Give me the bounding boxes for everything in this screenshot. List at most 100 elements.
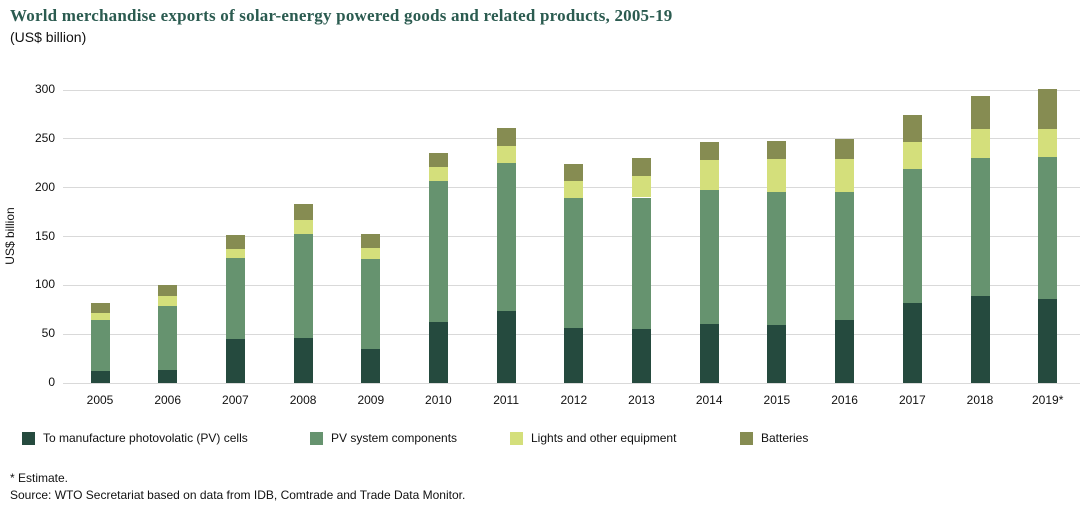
bar-segment (970, 296, 990, 383)
bar-segment (496, 145, 516, 164)
x-tick-label: 2010 (425, 393, 452, 407)
x-tick-label: 2007 (222, 393, 249, 407)
chart-legend: To manufacture photovolatic (PV) cells PV… (0, 431, 1080, 449)
bar-segment (632, 175, 651, 198)
bar-segment (361, 233, 381, 249)
bar-segment (564, 198, 584, 329)
bar-segment (90, 302, 110, 313)
bar-segment (699, 324, 719, 383)
bar-segment (767, 140, 787, 160)
y-tick-label: 200 (34, 179, 55, 194)
bar-segment (90, 371, 110, 383)
bar-segment (293, 204, 313, 220)
bar-segment (1038, 299, 1058, 383)
bar-segment (970, 129, 990, 159)
bar-segment (293, 338, 313, 383)
legend-item: To manufacture photovolatic (PV) cells (22, 431, 248, 445)
y-tick-label: 50 (41, 326, 55, 341)
bar-segment (293, 219, 313, 234)
bar-segment (835, 191, 855, 320)
y-tick-label: 250 (34, 130, 55, 145)
x-tick-label: 2016 (831, 393, 858, 407)
bar-segment (293, 233, 313, 339)
bar-segment (428, 152, 448, 168)
bar-segment (835, 319, 855, 383)
bar-segment (902, 141, 922, 170)
x-tick-label: 2018 (966, 393, 994, 407)
legend-swatch (740, 431, 753, 445)
x-tick-label: 2012 (560, 393, 588, 407)
bar-segment (699, 160, 719, 190)
x-tick-label: 2014 (695, 393, 723, 407)
bar-segment (158, 285, 178, 297)
bar-segment (564, 164, 584, 181)
bar-segment (361, 348, 381, 383)
plot-area (0, 89, 1080, 384)
legend-swatch (310, 431, 323, 445)
bar-segment (361, 258, 381, 349)
bar-segment (90, 319, 110, 372)
bar-segment (835, 138, 855, 160)
chart-title: World merchandise exports of solar-energ… (10, 6, 673, 25)
bar-segment (970, 95, 990, 130)
bar-segment (632, 329, 651, 383)
bar-segment (158, 305, 178, 371)
bar-segment (835, 159, 855, 192)
legend-swatch (22, 431, 35, 445)
x-tick-label: 2019* (1032, 393, 1064, 407)
bar-segment (699, 189, 719, 325)
bar-segment (225, 339, 245, 383)
bar-segment (699, 141, 719, 161)
x-tick-label: 2006 (154, 393, 182, 407)
bar-segment (496, 310, 516, 383)
bar-segment (1038, 129, 1058, 158)
bar-segment (632, 158, 651, 176)
bar-segment (225, 234, 245, 250)
footnote-source: Source: WTO Secretariat based on data fr… (10, 488, 466, 502)
x-tick-label: 2011 (493, 393, 519, 407)
gridline (63, 138, 1080, 140)
bar-segment (428, 180, 448, 322)
bar-segment (90, 312, 110, 320)
x-tick-label: 2009 (357, 393, 385, 407)
bar-segment (496, 128, 516, 146)
gridline (63, 89, 1080, 91)
x-tick-label: 2013 (628, 393, 655, 407)
bar-segment (902, 114, 922, 142)
bar-segment (1038, 157, 1058, 299)
bar-segment (361, 248, 381, 259)
footnote-estimate: * Estimate. (10, 471, 69, 485)
y-tick-label: 150 (34, 228, 55, 243)
y-tick-label: 300 (34, 82, 55, 96)
x-tick-label: 2017 (898, 393, 926, 407)
bar-segment (428, 167, 448, 181)
bar-segment (632, 197, 651, 330)
bar-segment (564, 328, 584, 383)
gridline (63, 382, 1080, 384)
legend-item: Lights and other equipment (510, 431, 676, 445)
x-tick-label: 2008 (289, 393, 317, 407)
bar-segment (496, 163, 516, 311)
bar-segment (225, 249, 245, 258)
legend-label: Batteries (761, 431, 809, 445)
bar-segment (1038, 89, 1058, 130)
legend-item: Batteries (740, 431, 808, 445)
bar-segment (767, 159, 787, 192)
bar-segment (970, 158, 990, 297)
legend-label: Lights and other equipment (531, 431, 677, 445)
bar-segment (428, 321, 448, 383)
bar-segment (564, 180, 584, 199)
bar-segment (225, 257, 245, 339)
bar-segment (767, 325, 787, 383)
chart-subtitle: (US$ billion) (10, 29, 87, 45)
legend-swatch (510, 431, 523, 445)
bar-segment (902, 169, 922, 303)
y-tick-label: 0 (48, 375, 55, 389)
legend-label: To manufacture photovolatic (PV) cells (43, 431, 248, 445)
legend-item: PV system components (310, 431, 457, 445)
y-tick-label: 100 (34, 277, 55, 292)
bar-segment (767, 191, 787, 326)
x-tick-label: 2015 (763, 393, 791, 407)
